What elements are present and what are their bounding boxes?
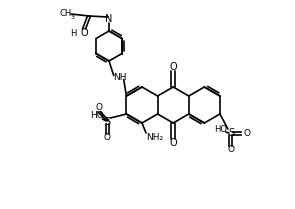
Text: HO: HO bbox=[91, 111, 104, 120]
Text: O: O bbox=[227, 145, 235, 154]
Text: O: O bbox=[96, 103, 103, 112]
Text: 3: 3 bbox=[71, 15, 75, 20]
Text: HO: HO bbox=[214, 125, 227, 134]
Text: N: N bbox=[105, 14, 113, 24]
Text: CH: CH bbox=[60, 9, 72, 18]
Text: NH: NH bbox=[113, 73, 127, 82]
Text: O: O bbox=[169, 138, 177, 148]
Text: O: O bbox=[80, 28, 88, 38]
Text: O: O bbox=[243, 129, 250, 138]
Text: S: S bbox=[104, 117, 110, 127]
Text: O: O bbox=[169, 62, 177, 72]
Text: O: O bbox=[104, 134, 111, 143]
Text: NH₂: NH₂ bbox=[146, 134, 163, 143]
Text: H: H bbox=[70, 28, 76, 37]
Text: S: S bbox=[228, 128, 234, 138]
